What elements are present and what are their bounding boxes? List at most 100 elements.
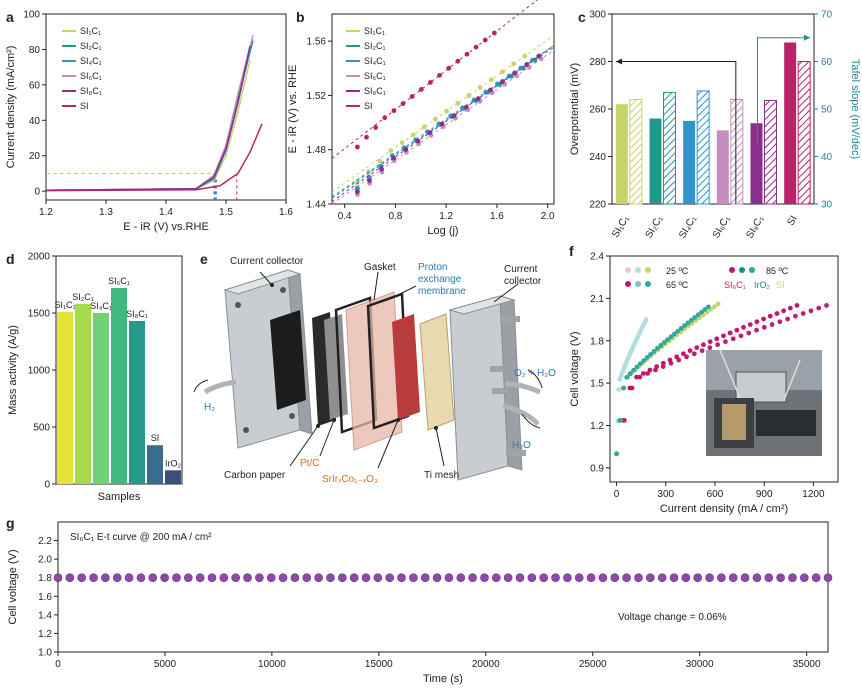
stability-point (361, 573, 371, 583)
x-axis-label: Samples (98, 491, 141, 503)
stability-point (278, 573, 288, 583)
panel-label-g: g (6, 515, 15, 531)
x-tick-label: 25000 (579, 659, 607, 670)
polarization-point (754, 327, 759, 333)
polarization-point (816, 305, 822, 311)
polarization-point (674, 354, 680, 360)
y-axis-label: Current density (mA/cm²) (5, 46, 17, 169)
legend-label: SI₂C₁ (364, 41, 386, 51)
mass-activity-bar (75, 303, 91, 484)
polarization-point (654, 345, 660, 351)
stability-point (373, 573, 383, 583)
mass-activity-bar (57, 311, 73, 484)
polarization-point (634, 364, 640, 370)
stability-point (740, 573, 750, 583)
legend-marker (625, 267, 631, 273)
stability-point (634, 573, 643, 583)
annotation: Voltage change = 0.06% (618, 612, 727, 623)
tafel-point (475, 96, 481, 101)
stability-point (160, 573, 169, 583)
tafel-point (391, 155, 397, 161)
category-label: SI₆C₁ (711, 213, 733, 240)
overpotential-bar (649, 118, 662, 204)
polarization-point (800, 311, 806, 316)
bar-label: SI (151, 433, 160, 443)
polarization-point (761, 324, 767, 330)
label-current-collector-left: Current collector (230, 256, 304, 267)
stability-point (811, 573, 821, 583)
leader-dot (270, 283, 274, 287)
stability-point (89, 573, 98, 583)
tafel-point (477, 85, 483, 90)
tafel-point (530, 57, 535, 63)
tafel-point (399, 140, 405, 146)
y2-axis-label: Tafel slope (mV/dec) (849, 59, 861, 159)
x-tick-label: 600 (707, 489, 724, 500)
stability-point (468, 573, 477, 583)
bar-label: SI₆C₁ (108, 276, 130, 286)
polarization-point (730, 336, 736, 342)
polarization-point (721, 333, 726, 339)
stability-point (681, 573, 691, 583)
plot-frame (57, 521, 829, 653)
stability-point (349, 573, 359, 583)
polarization-point (687, 348, 693, 354)
tafel-point (488, 77, 494, 83)
x-tick-label: 1.2 (39, 207, 53, 218)
stability-point (764, 573, 774, 583)
polarization-point (684, 354, 689, 360)
x-axis-label: Log (j) (427, 225, 458, 237)
y2-tick-label: 30 (821, 200, 833, 211)
x-tick-label: 0 (614, 489, 620, 500)
tafel-slope-bar (797, 61, 811, 205)
stability-point (172, 573, 181, 583)
stability-point (610, 573, 620, 583)
stability-point (266, 573, 276, 583)
x-tick-label: 35000 (793, 659, 821, 670)
y-tick-label: 280 (589, 57, 606, 68)
overpotential-bar (615, 104, 628, 204)
x-tick-label: 1.3 (99, 207, 113, 218)
stability-point (338, 573, 347, 583)
legend-label: SI₁C₁ (80, 26, 101, 36)
stability-point (456, 573, 466, 583)
tafel-point (410, 132, 416, 138)
arrow-tafel (757, 37, 810, 144)
stability-point (788, 573, 797, 583)
polarization-point (617, 418, 623, 423)
y-tick-label: 80 (29, 45, 41, 56)
overpotential-bar (784, 42, 797, 204)
x-tick-label: 0.8 (388, 211, 402, 222)
polarization-point (793, 313, 798, 319)
polarization-point (644, 355, 650, 360)
stability-point (65, 573, 75, 583)
polarization-point (707, 345, 713, 351)
legend-label: SI₄C₁ (364, 56, 386, 66)
legend-label: 65 ºC (666, 280, 689, 290)
tafel-fit-line (331, 0, 538, 159)
tafel-point (418, 87, 424, 92)
y-tick-label: 1.48 (307, 145, 327, 156)
polarization-point (715, 301, 721, 307)
tafel-point (437, 72, 442, 78)
leader-line (373, 271, 379, 301)
bolt-hole (235, 302, 241, 308)
y-tick-label: 1000 (28, 366, 51, 377)
tafel-point (415, 138, 421, 144)
leader-line (391, 285, 417, 299)
stability-point (385, 573, 394, 583)
bar-label: SI₁C₁ (54, 300, 75, 310)
stability-point (551, 573, 560, 583)
polarization-point (627, 385, 633, 391)
y-tick-label: 60 (29, 80, 41, 91)
legend-marker (625, 281, 631, 287)
mass-activity-bar (165, 470, 181, 484)
category-label: SI₄C₁ (677, 213, 699, 240)
tafel-point (455, 58, 461, 64)
y-tick-label: 1.2 (590, 421, 604, 432)
label-pem-line3: membrane (418, 286, 466, 297)
polarization-point (661, 340, 667, 345)
tafel-point (354, 179, 360, 185)
panel-c-overpotential-chart: 220 240 260 280 300 Overpotential (mV) 30 40 50 6… (569, 10, 861, 241)
tafel-point (354, 144, 360, 150)
